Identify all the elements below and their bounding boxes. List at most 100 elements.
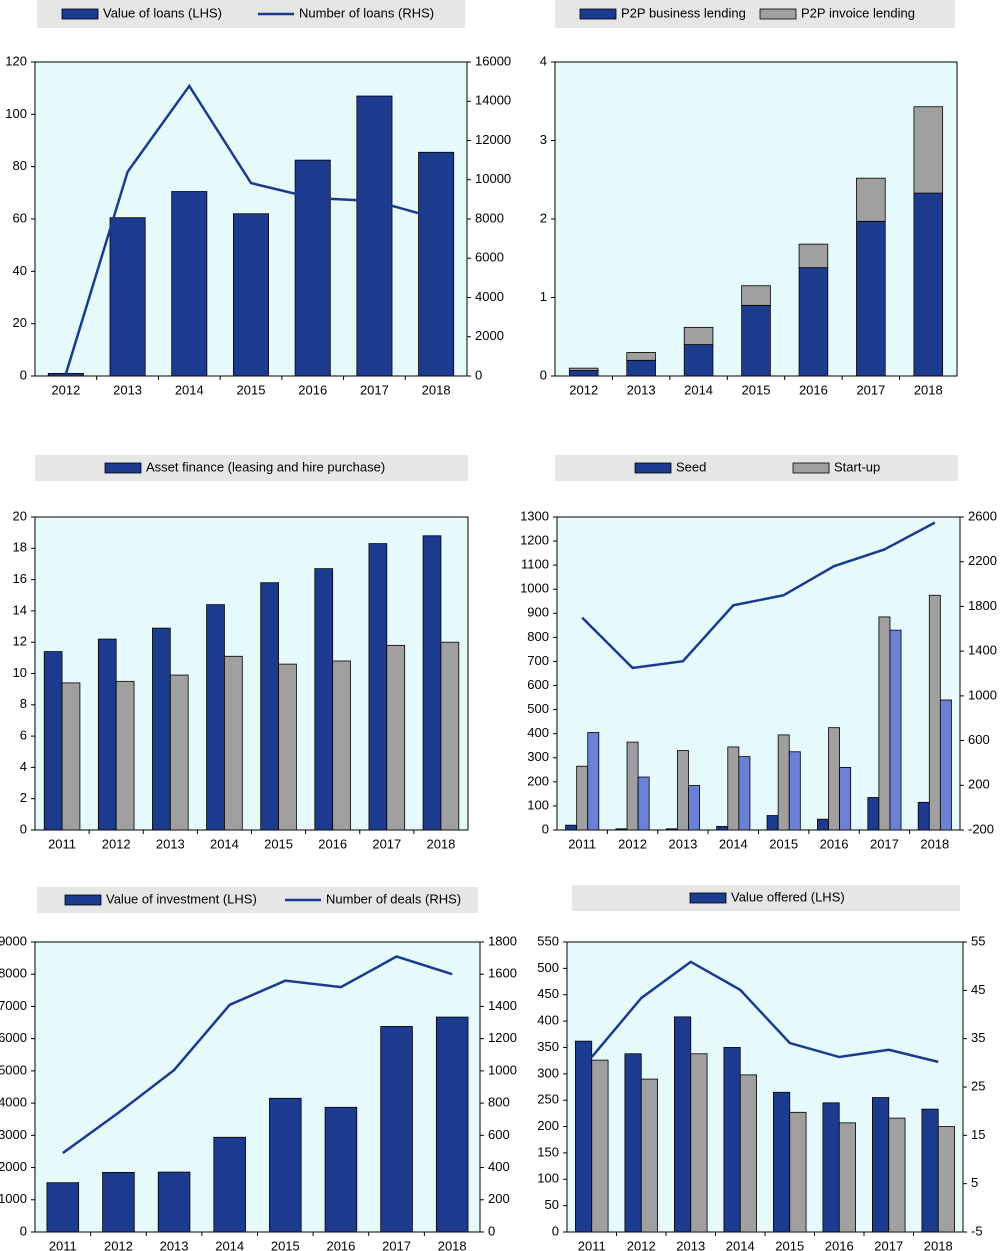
y-tick-label: 1000 <box>520 581 549 596</box>
y-tick-label: 40 <box>13 263 27 278</box>
y2-tick-label: 600 <box>488 1127 510 1142</box>
y2-tick-label: 6000 <box>475 250 504 265</box>
bar <box>773 1091 791 1233</box>
bar <box>921 1108 939 1233</box>
x-tick-label: 2018 <box>920 836 949 851</box>
y2-tick-label: 14000 <box>475 93 511 108</box>
x-tick-label: 2017 <box>372 836 401 851</box>
bar <box>171 191 208 377</box>
x-tick-label: 2016 <box>298 382 327 397</box>
y-tick-label: 700 <box>527 653 549 668</box>
y2-tick-label: 1800 <box>488 933 517 948</box>
bar <box>683 344 714 377</box>
bar <box>418 151 455 377</box>
x-tick-label: 2016 <box>820 836 849 851</box>
bar <box>777 734 790 831</box>
x-tick-label: 2011 <box>48 836 76 851</box>
bar <box>269 1097 302 1233</box>
bar <box>568 367 599 371</box>
bar <box>817 818 829 831</box>
y-tick-label: 0 <box>552 1223 559 1238</box>
x-tick-label: 2015 <box>271 1238 300 1251</box>
y2-tick-label: 16000 <box>475 53 511 68</box>
legend-swatch <box>104 462 142 474</box>
y2-tick-label: 25 <box>971 1078 985 1093</box>
y2-tick-label: 1000 <box>488 1062 517 1077</box>
x-tick-label: 2018 <box>914 382 943 397</box>
bar <box>766 815 779 831</box>
x-tick-label: 2013 <box>676 1238 705 1251</box>
bar <box>591 1059 609 1233</box>
x-tick-label: 2017 <box>874 1238 903 1251</box>
x-tick-label: 2018 <box>426 836 455 851</box>
x-tick-label: 2011 <box>568 836 596 851</box>
y-tick-label: 350 <box>537 1039 559 1054</box>
bar <box>741 285 771 306</box>
y-tick-label: 12 <box>13 634 27 649</box>
x-tick-label: 2012 <box>569 382 598 397</box>
bar <box>839 767 852 831</box>
x-tick-label: 2015 <box>769 836 798 851</box>
y-tick-label: 400 <box>537 1013 559 1028</box>
x-tick-label: 2014 <box>684 382 713 397</box>
bar <box>888 1117 906 1233</box>
x-tick-label: 2018 <box>438 1238 467 1251</box>
x-tick-label: 2017 <box>856 382 885 397</box>
y-tick-label: 4 <box>540 53 547 68</box>
bar <box>576 765 589 831</box>
x-tick-label: 2011 <box>49 1238 77 1251</box>
bar <box>568 370 599 377</box>
y-tick-label: 10 <box>13 665 27 680</box>
y-tick-label: 800 <box>527 629 549 644</box>
bar <box>716 825 729 831</box>
legend-label: P2P business lending <box>621 5 746 20</box>
x-tick-label: 2011 <box>578 1238 606 1251</box>
y-tick-label: 1000 <box>0 1191 27 1206</box>
bar <box>674 1016 692 1233</box>
bar <box>157 1171 191 1233</box>
y-tick-label: 7000 <box>0 998 27 1013</box>
y-tick-label: 4000 <box>0 1095 27 1110</box>
x-tick-label: 2013 <box>160 1238 189 1251</box>
legend-box <box>37 887 478 913</box>
y-tick-label: 200 <box>537 1118 559 1133</box>
x-tick-label: 2015 <box>775 1238 804 1251</box>
bar <box>115 680 135 831</box>
y-tick-label: 0 <box>20 821 27 836</box>
x-tick-label: 2012 <box>51 382 80 397</box>
legend-label: Number of deals (RHS) <box>326 891 461 906</box>
bar <box>798 267 829 377</box>
y-tick-label: 100 <box>537 1171 559 1186</box>
line <box>64 83 437 375</box>
x-tick-label: 2014 <box>719 836 748 851</box>
y-tick-label: 450 <box>537 986 559 1001</box>
y-tick-label: 1100 <box>521 557 549 572</box>
bar <box>615 828 628 831</box>
y2-tick-label: 8000 <box>475 210 504 225</box>
legend-box <box>37 0 465 28</box>
bar <box>856 177 886 222</box>
bar <box>798 243 829 269</box>
bar <box>440 641 460 831</box>
y2-tick-label: -5 <box>971 1223 983 1238</box>
y-tick-label: 200 <box>527 773 549 788</box>
y-tick-label: 60 <box>13 210 27 225</box>
x-tick-label: 2017 <box>360 382 389 397</box>
x-tick-label: 2018 <box>924 1238 953 1251</box>
x-tick-label: 2016 <box>825 1238 854 1251</box>
bar <box>102 1171 135 1233</box>
y-tick-label: 16 <box>13 571 27 586</box>
y2-tick-label: 5 <box>971 1175 978 1190</box>
bar <box>332 660 351 831</box>
x-tick-label: 2014 <box>215 1238 244 1251</box>
y-tick-label: 2 <box>20 790 27 805</box>
bar <box>294 159 331 377</box>
legend-label: Seed <box>676 459 706 474</box>
y-tick-label: 1 <box>540 289 547 304</box>
bar <box>789 1111 807 1233</box>
x-tick-label: 2014 <box>175 382 204 397</box>
line <box>581 521 936 670</box>
bar <box>626 359 656 377</box>
y-tick-label: 3 <box>540 132 547 147</box>
